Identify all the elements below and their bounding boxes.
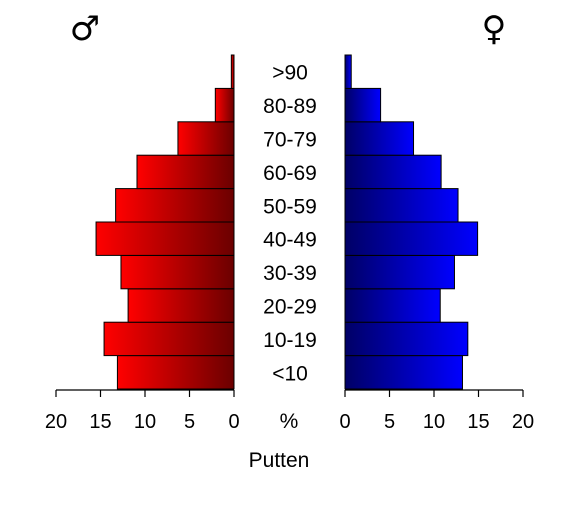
female-bars: [344, 54, 479, 390]
male-tick-label-0: 0: [228, 411, 239, 433]
age-group-labels: <10 10-19 20-29 30-39 40-49 50-59 60-69 70-79 80…: [263, 62, 317, 386]
x-axis-title: Putten: [249, 449, 310, 472]
male-bar-7: [177, 121, 235, 156]
female-bar-0: [344, 355, 463, 390]
male-tick-label-3: 15: [89, 411, 111, 433]
female-bar-6: [344, 154, 442, 190]
female-bar-5: [344, 188, 459, 223]
male-bar-0: [116, 355, 235, 390]
age-group-label-6: 60-69: [263, 162, 317, 185]
age-group-label-2: 20-29: [263, 296, 317, 319]
female-tick-label-2: 10: [423, 411, 445, 433]
male-bar-6: [136, 154, 235, 190]
male-tick-label-2: 10: [134, 411, 156, 433]
age-group-label-4: 40-49: [263, 229, 317, 252]
female-symbol: ♀: [482, 9, 507, 49]
age-group-label-3: 30-39: [263, 262, 317, 285]
percent-label: %: [280, 410, 299, 433]
male-bar-4: [95, 221, 235, 256]
female-bar-2: [344, 288, 441, 323]
age-group-label-1: 10-19: [263, 329, 317, 352]
male-bar-5: [115, 188, 235, 223]
male-symbol: ♂: [70, 9, 100, 49]
female-x-axis: 0 5 10 15 20: [339, 389, 534, 433]
female-tick-label-3: 15: [467, 411, 489, 433]
male-bar-9: [230, 54, 235, 89]
female-tick-label-4: 20: [512, 411, 534, 433]
male-bar-3: [120, 254, 235, 290]
male-bar-8: [214, 87, 235, 123]
age-group-label-8: 80-89: [263, 95, 317, 118]
female-tick-label-0: 0: [339, 411, 350, 433]
male-tick-label-1: 5: [184, 411, 195, 433]
female-bar-8: [344, 87, 382, 123]
age-group-label-9: >90: [272, 62, 308, 85]
age-group-label-0: <10: [272, 362, 308, 385]
female-bar-7: [344, 121, 415, 156]
female-bar-4: [344, 221, 479, 256]
male-bar-1: [103, 321, 235, 357]
female-tick-label-1: 5: [384, 411, 395, 433]
female-bar-3: [344, 254, 455, 290]
male-tick-label-4: 20: [45, 411, 67, 433]
male-bars: [95, 54, 235, 390]
male-x-axis: 0 5 10 15 20: [45, 389, 240, 433]
female-bar-9: [344, 54, 352, 89]
female-bar-1: [344, 321, 469, 357]
age-group-label-5: 50-59: [263, 195, 317, 218]
male-bar-2: [127, 288, 235, 323]
age-group-label-7: 70-79: [263, 129, 317, 152]
